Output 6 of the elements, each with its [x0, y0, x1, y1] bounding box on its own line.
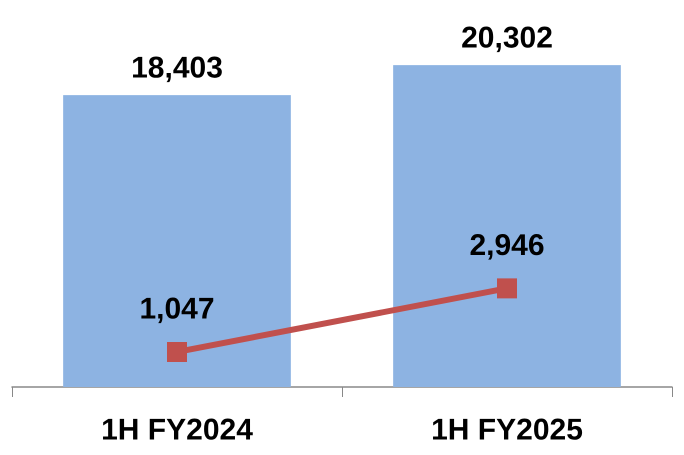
data-label: 18,403: [131, 52, 223, 85]
x-tick-label: 1H FY2025: [431, 414, 583, 446]
data-label: 2,946: [469, 228, 545, 262]
data-label: 1,047: [139, 292, 215, 326]
data-label: 20,302: [461, 22, 553, 55]
x-tick-label: 1H FY2024: [101, 414, 254, 446]
